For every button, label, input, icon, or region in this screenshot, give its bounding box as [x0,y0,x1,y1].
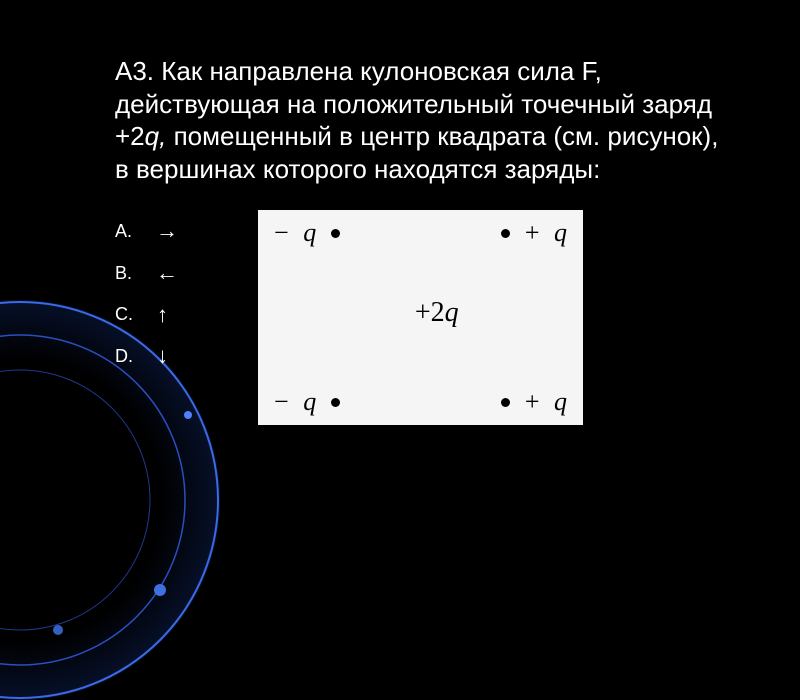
charge-top-right: + q [501,218,567,248]
option-c: C. ↑ [115,294,178,336]
q-label: q [554,387,567,417]
option-letter: B. [115,256,132,290]
options-list: A. → B. ← C. ↑ D. ↓ [115,210,178,377]
option-letter: D. [115,339,133,373]
option-a: A. → [115,210,178,252]
dot-icon [501,229,510,238]
option-arrow: ↓ [157,335,168,377]
option-arrow: ↑ [157,294,168,336]
dot-icon [331,398,340,407]
charge-bottom-right: + q [501,387,567,417]
sign: + [525,218,540,248]
option-d: D. ↓ [115,335,178,377]
sign: + [525,387,540,417]
sign: +2 [415,297,445,328]
sign: − [274,218,289,248]
question-suffix: помещенный в центр квадрата (см. рисунок… [115,121,718,184]
option-letter: A. [115,214,132,248]
question-text: А3. Как направлена кулоновская сила F, д… [115,55,730,185]
dot-icon [501,398,510,407]
slide-content: А3. Как направлена кулоновская сила F, д… [0,0,800,425]
q-label: q [445,297,459,328]
charge-center: +2q [415,297,459,329]
option-letter: C. [115,297,133,331]
lower-section: A. → B. ← C. ↑ D. ↓ − q + q [115,210,730,425]
option-b: B. ← [115,252,178,294]
option-arrow: ← [156,252,178,294]
option-arrow: → [156,210,178,252]
question-italic: q, [145,121,167,151]
q-label: q [303,387,316,417]
q-label: q [303,218,316,248]
sign: − [274,387,289,417]
charge-bottom-left: − q [274,387,340,417]
dot-icon [331,229,340,238]
charge-top-left: − q [274,218,340,248]
charge-diagram: − q + q +2q − q + q [258,210,583,425]
q-label: q [554,218,567,248]
